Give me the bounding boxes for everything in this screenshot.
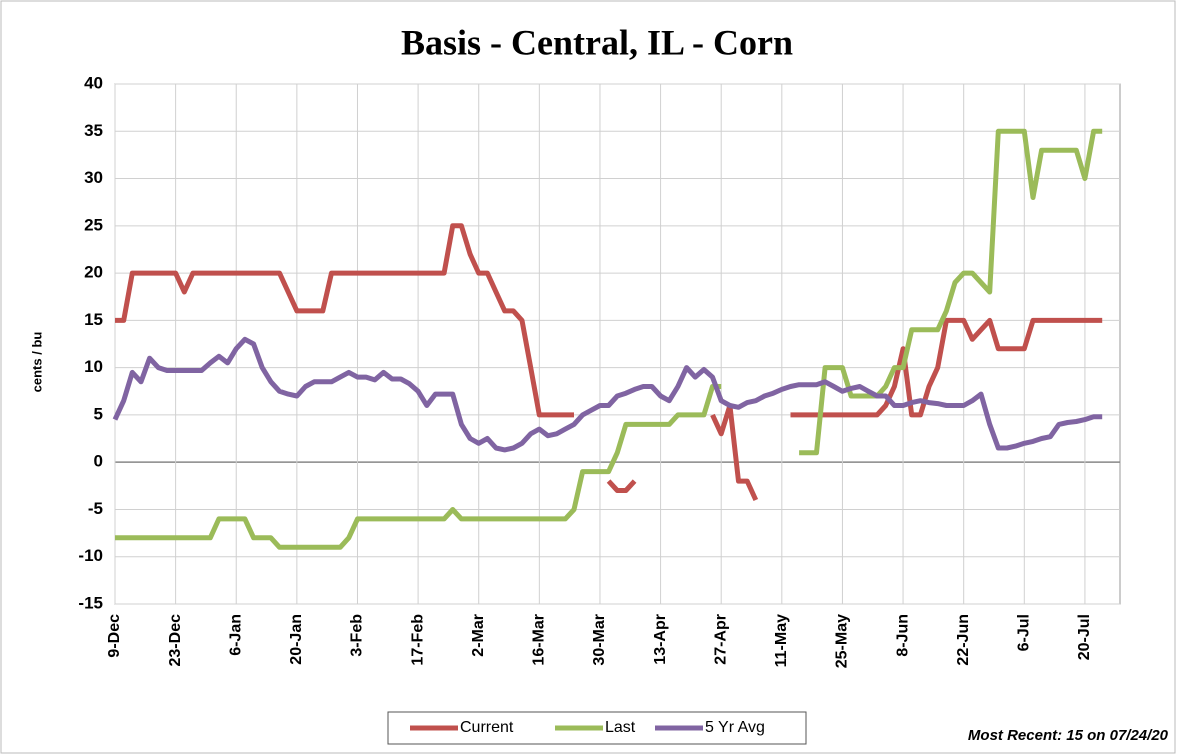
x-tick-label: 16-Mar	[531, 614, 548, 666]
series-line	[115, 223, 1103, 502]
x-tick-label: 17-Feb	[409, 614, 426, 666]
y-tick-label: 25	[84, 215, 103, 234]
x-tick-label: 20-Jan	[288, 614, 305, 665]
y-tick-label: 0	[94, 452, 103, 471]
legend-label: Last	[605, 719, 636, 736]
chart-title: Basis - Central, IL - Corn	[401, 22, 793, 62]
y-tick-label: 20	[84, 263, 103, 282]
x-tick-label: 11-May	[773, 614, 790, 667]
x-tick-label: 20-Jul	[1076, 614, 1093, 660]
x-tick-label: 27-Apr	[712, 614, 729, 665]
y-tick-label: 5	[94, 404, 103, 423]
x-tick-label: 23-Dec	[167, 614, 184, 667]
legend-label: 5 Yr Avg	[705, 719, 765, 736]
y-tick-label: 15	[84, 310, 103, 329]
y-tick-label: -5	[88, 499, 103, 518]
annotation: Most Recent: 15 on 07/24/20	[968, 727, 1169, 744]
y-tick-label: 35	[84, 121, 103, 140]
plot-area	[114, 83, 1121, 605]
x-tick-label: 3-Feb	[349, 614, 366, 657]
x-tick-label: 25-May	[834, 614, 851, 668]
x-tick-label: 2-Mar	[470, 614, 487, 657]
y-tick-label: 40	[84, 73, 103, 92]
x-tick-label: 6-Jan	[227, 614, 244, 656]
y-tick-label: 30	[84, 168, 103, 187]
x-tick-label: 13-Apr	[652, 614, 669, 665]
x-tick-label: 30-Mar	[591, 614, 608, 666]
x-tick-label: 22-Jun	[955, 614, 972, 666]
x-tick-label: 8-Jun	[894, 614, 911, 657]
y-tick-label: 10	[84, 357, 103, 376]
series-line	[112, 336, 1103, 453]
legend-label: Current	[460, 719, 514, 736]
x-tick-label: 9-Dec	[106, 614, 123, 658]
x-tick-label: 6-Jul	[1016, 614, 1033, 651]
y-axis-label: cents / bu	[29, 332, 44, 393]
y-tick-label: -15	[78, 593, 103, 612]
y-tick-label: -10	[78, 546, 103, 565]
